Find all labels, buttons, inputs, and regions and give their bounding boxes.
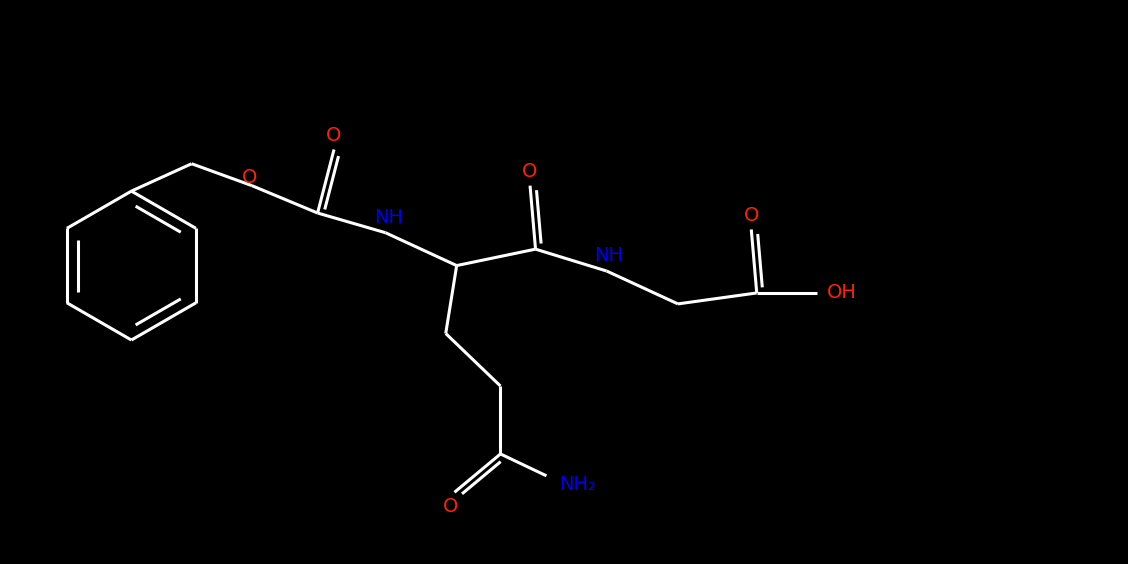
Text: NH: NH [594,246,624,265]
Text: NH: NH [374,208,404,227]
Text: O: O [442,497,458,516]
Text: OH: OH [827,284,857,302]
Text: O: O [326,126,342,145]
Text: O: O [243,169,257,187]
Text: O: O [743,206,759,224]
Text: O: O [522,162,538,181]
Text: NH₂: NH₂ [558,475,596,494]
